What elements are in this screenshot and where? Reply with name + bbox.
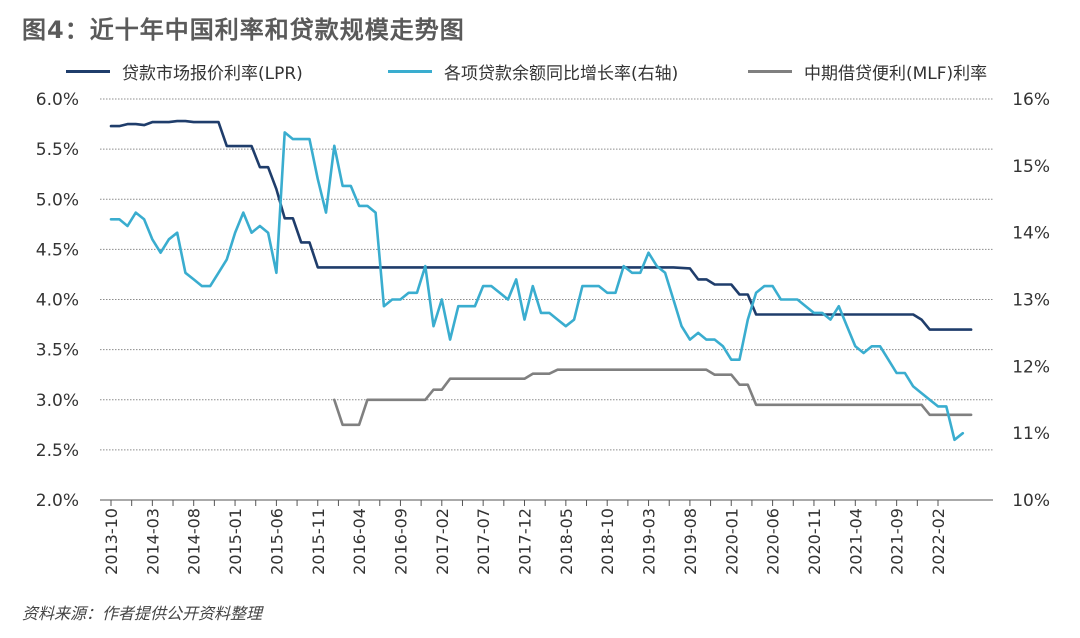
x-tick-label: 2021-04	[846, 508, 865, 575]
left-tick-label: 5.0%	[36, 190, 79, 210]
left-tick-label: 4.0%	[36, 291, 79, 311]
legend-item-mlf: 中期借贷便利(MLF)利率	[748, 58, 987, 84]
chart-title: 图4：近十年中国利率和贷款规模走势图	[22, 16, 465, 44]
x-tick-label: 2020-06	[764, 508, 783, 575]
x-tick-label: 2018-10	[598, 508, 617, 575]
legend-swatch-mlf	[748, 69, 792, 73]
series-line-1	[109, 131, 965, 442]
x-tick-label: 2016-09	[391, 508, 410, 575]
legend-label-mlf: 中期借贷便利(MLF)利率	[804, 63, 988, 84]
x-tick-label: 2015-06	[267, 508, 286, 575]
right-tick-label: 16%	[1012, 90, 1050, 110]
x-tick-label: 2019-08	[681, 508, 700, 575]
right-tick-label: 15%	[1012, 157, 1050, 177]
left-tick-label: 6.0%	[36, 90, 79, 110]
source-note: 资料来源：作者提供公开资料整理	[22, 604, 263, 623]
left-tick-label: 3.5%	[36, 341, 79, 361]
series-line-0	[109, 119, 973, 331]
right-tick-label: 11%	[1012, 424, 1050, 444]
right-tick-label: 10%	[1012, 491, 1050, 511]
x-tick-label: 2014-03	[143, 508, 162, 575]
left-tick-label: 2.0%	[36, 491, 79, 511]
x-tick-label: 2017-02	[433, 508, 452, 575]
legend-label-loan-growth: 各项贷款余额同比增长率(右轴)	[444, 63, 679, 84]
legend-swatch-lpr	[66, 69, 110, 73]
legend-item-lpr: 贷款市场报价利率(LPR)	[66, 58, 303, 84]
x-tick-label: 2017-07	[474, 508, 493, 575]
x-tick-label: 2022-02	[929, 508, 948, 575]
right-tick-label: 14%	[1012, 224, 1050, 244]
x-tick-label: 2020-01	[722, 508, 741, 575]
right-tick-label: 12%	[1012, 357, 1050, 377]
left-tick-label: 4.5%	[36, 240, 79, 260]
legend-label-lpr: 贷款市场报价利率(LPR)	[122, 63, 303, 84]
x-tick-label: 2019-03	[640, 508, 659, 575]
left-tick-label: 3.0%	[36, 391, 79, 411]
right-tick-label: 13%	[1012, 291, 1050, 311]
x-tick-label: 2018-05	[557, 508, 576, 575]
left-axis-ticks: 2.0% 2.5% 3.0% 3.5% 4.0% 4.5% 5.0% 5.5% 6.0%	[36, 90, 79, 511]
x-tick-label: 2015-01	[226, 508, 245, 575]
x-tick-label: 2013-10	[102, 508, 121, 575]
line-chart: 2.0% 2.5% 3.0% 3.5% 4.0% 4.5% 5.0% 5.5% 6.0% 10%…	[36, 90, 1050, 575]
grid-lines	[100, 98, 993, 451]
left-tick-label: 5.5%	[36, 140, 79, 160]
series-lines	[109, 119, 973, 442]
legend-item-loan-growth: 各项贷款余额同比增长率(右轴)	[388, 58, 678, 84]
x-tick-label: 2014-08	[185, 508, 204, 575]
left-tick-label: 2.5%	[36, 441, 79, 461]
x-tick-label: 2015-11	[309, 508, 328, 575]
x-tick-label: 2016-04	[350, 508, 369, 575]
x-tick-label: 2017-12	[516, 508, 535, 575]
x-tick-label: 2020-11	[805, 508, 824, 575]
x-axis: 2013-10 2014-03 2014-08 2015-01 2015-06 2015-…	[100, 499, 993, 575]
chart-legend: 贷款市场报价利率(LPR) 各项贷款余额同比增长率(右轴) 中期借贷便利(MLF…	[0, 58, 1080, 84]
series-line-2	[333, 368, 973, 427]
right-axis-ticks: 10% 11% 12% 13% 14% 15% 16%	[1012, 90, 1050, 511]
legend-swatch-loan-growth	[388, 69, 432, 73]
x-tick-label: 2021-09	[888, 508, 907, 575]
